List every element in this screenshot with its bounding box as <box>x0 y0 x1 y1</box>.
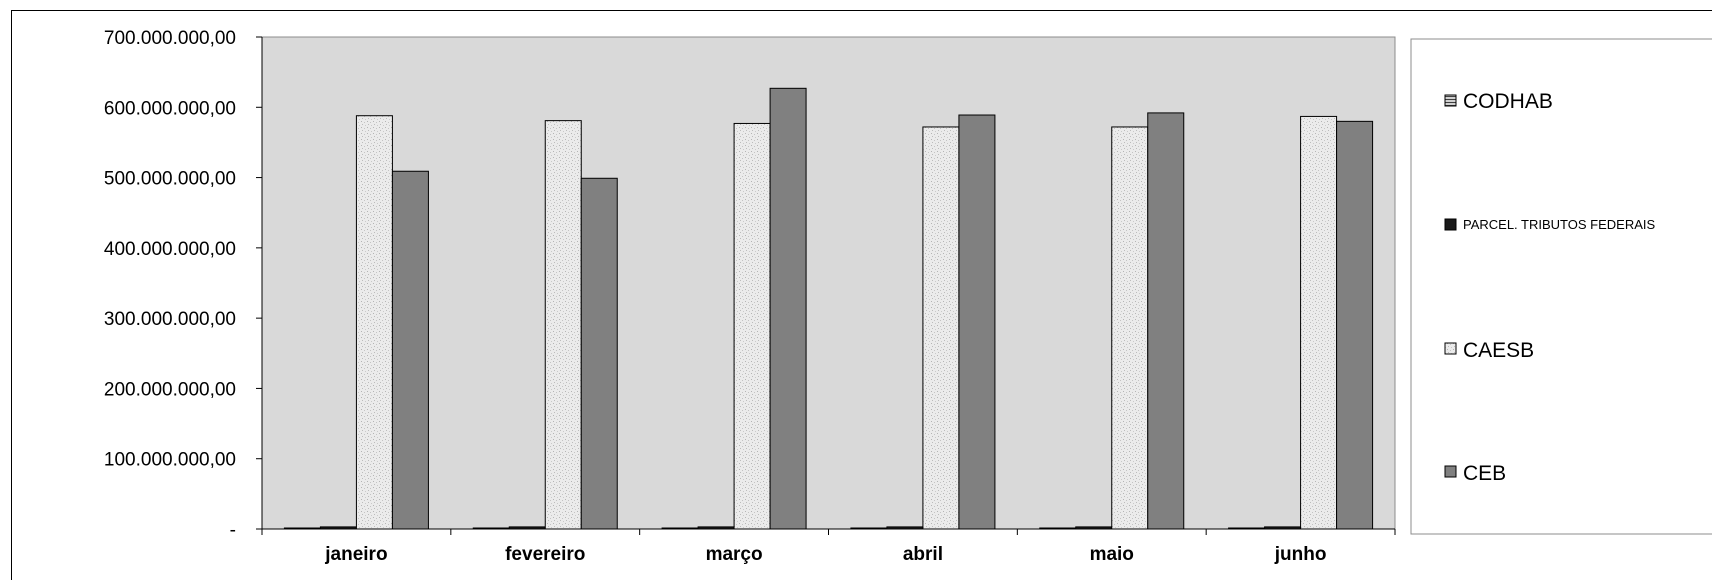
legend-box <box>1410 38 1712 535</box>
y-tick-label: 700.000.000,00 <box>104 28 236 49</box>
legend-label-codhab: CODHAB <box>1463 90 1553 113</box>
legend-swatch-parcel-tributos-federais <box>1444 218 1457 231</box>
bar-caesb <box>355 115 393 530</box>
x-tick-label: maio <box>1090 544 1134 565</box>
x-tick-label: abril <box>903 544 943 565</box>
legend-label-parcel-tributos-federais: PARCEL. TRIBUTOS FEDERAIS <box>1463 217 1655 232</box>
bar-ceb <box>580 177 618 530</box>
bar-ceb <box>958 114 996 530</box>
legend-label-caesb: CAESB <box>1463 339 1534 362</box>
legend-swatch-caesb <box>1444 342 1457 355</box>
x-axis: janeiro fevereiro março abril maio junho <box>261 528 1396 565</box>
y-tick-label: 400.000.000,00 <box>104 239 236 260</box>
y-tick-label: - <box>230 520 236 541</box>
bar-parcel-tributos-federais <box>886 526 924 530</box>
y-tick-label: 200.000.000,00 <box>104 379 236 400</box>
bar-parcel-tributos-federais <box>1264 526 1302 530</box>
bar-codhab <box>850 527 888 530</box>
bars <box>283 87 1374 530</box>
bar-ceb <box>391 170 429 530</box>
y-tick-label: 100.000.000,00 <box>104 450 236 471</box>
x-tick-label: junho <box>1274 544 1327 565</box>
bar-parcel-tributos-federais <box>508 526 546 530</box>
bar-caesb <box>922 126 960 530</box>
y-tick-label: 600.000.000,00 <box>104 98 236 119</box>
bar-parcel-tributos-federais <box>319 526 357 530</box>
y-axis: - 100.000.000,00 200.000.000,00 300.000.000… <box>104 28 263 541</box>
bar-parcel-tributos-federais <box>1075 526 1113 530</box>
legend-swatch-ceb <box>1444 465 1457 478</box>
legend-swatch-codhab <box>1444 94 1457 107</box>
bar-caesb <box>1111 126 1149 530</box>
legend-label-ceb: CEB <box>1463 462 1506 485</box>
chart-frame <box>11 10 1712 580</box>
bar-caesb <box>733 122 771 530</box>
bar-parcel-tributos-federais <box>697 526 735 530</box>
legend: CODHAB PARCEL. TRIBUTOS FEDERAIS CAESB C… <box>1410 38 1712 535</box>
bar-codhab <box>661 527 699 530</box>
bar-codhab <box>472 527 510 530</box>
plot-area <box>261 36 1396 530</box>
y-tick-label: 300.000.000,00 <box>104 309 236 330</box>
x-tick-label: fevereiro <box>505 544 585 565</box>
bar-ceb <box>1147 112 1185 530</box>
bar-caesb <box>1300 115 1338 530</box>
bar-ceb <box>1336 120 1374 530</box>
x-tick-label: janeiro <box>324 544 387 565</box>
bar-caesb <box>544 120 582 530</box>
bar-ceb <box>769 87 807 530</box>
bar-codhab <box>1228 527 1266 530</box>
x-tick-label: março <box>706 544 763 565</box>
y-tick-label: 500.000.000,00 <box>104 169 236 190</box>
bar-codhab <box>283 527 321 530</box>
bar-codhab <box>1039 527 1077 530</box>
